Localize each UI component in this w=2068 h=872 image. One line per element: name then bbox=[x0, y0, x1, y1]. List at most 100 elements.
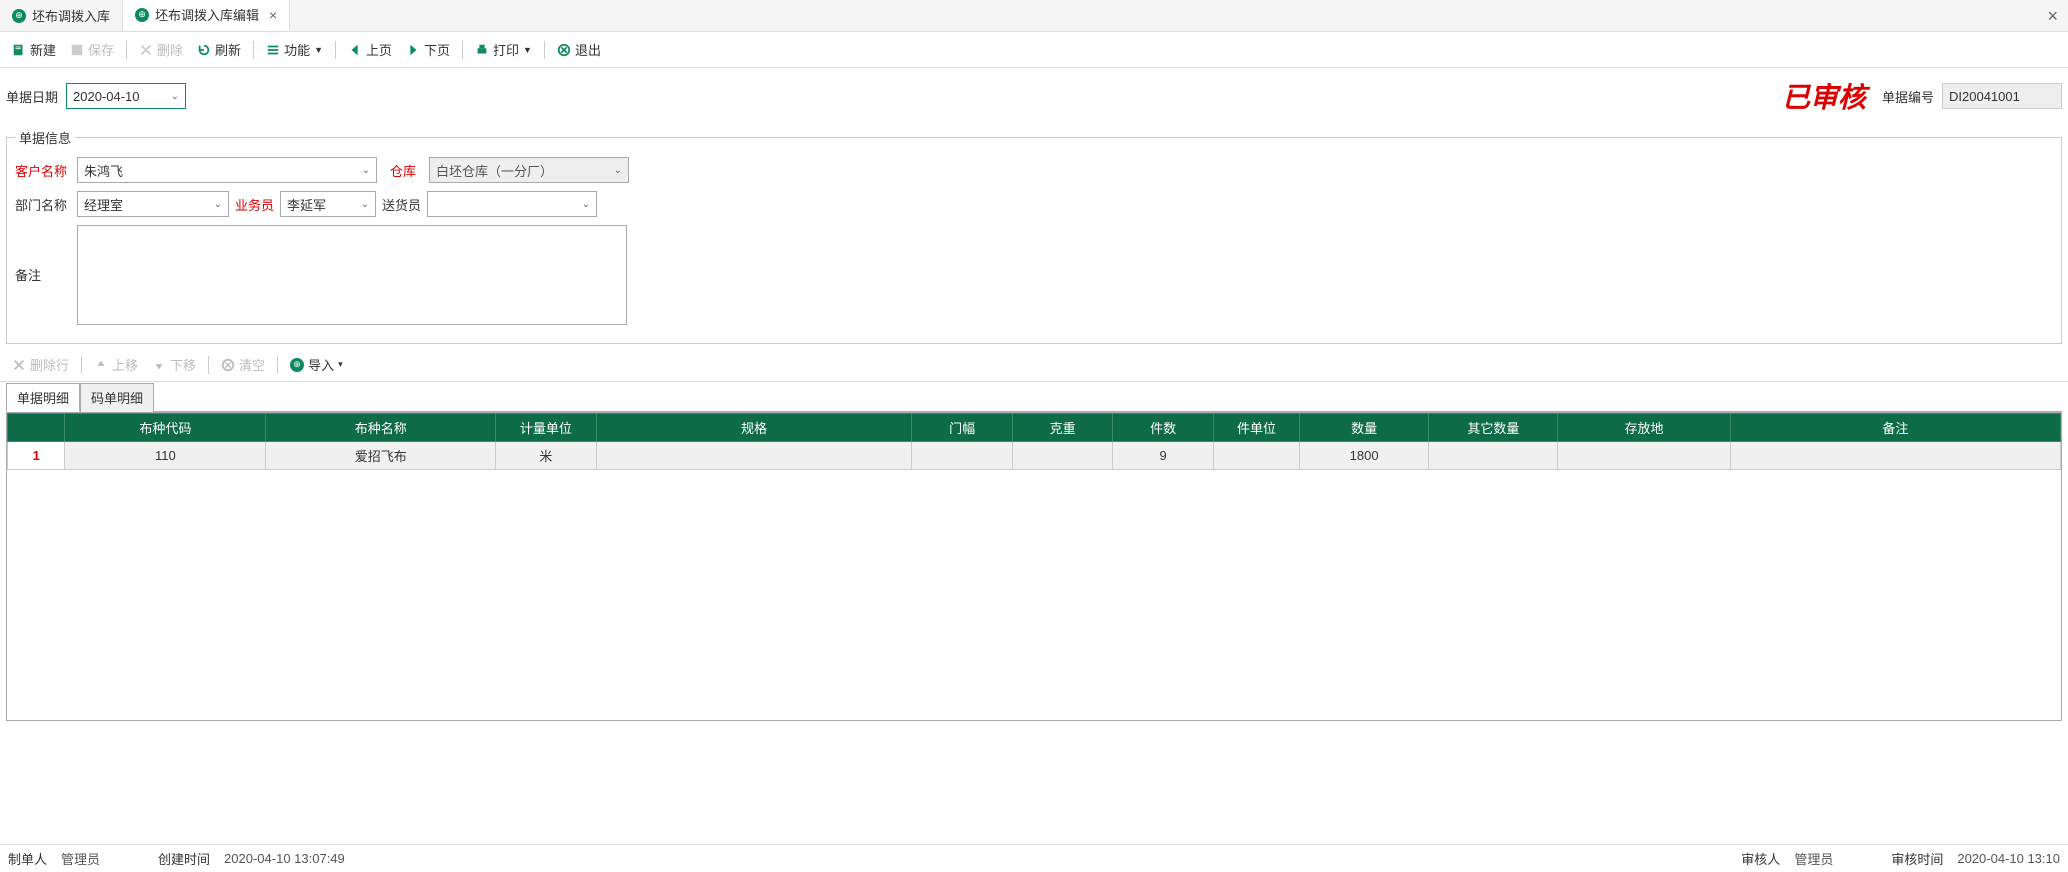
grid-header-cell[interactable]: 件单位 bbox=[1213, 414, 1299, 442]
remark-label: 备注 bbox=[15, 225, 71, 284]
prev-button[interactable]: 上页 bbox=[342, 37, 398, 62]
customer-combo[interactable]: 朱鸿飞 ⌄ bbox=[77, 157, 377, 183]
chevron-down-icon: ▾ bbox=[338, 359, 343, 370]
sales-combo[interactable]: 李延军 ⌄ bbox=[280, 191, 376, 217]
grid-cell[interactable]: 110 bbox=[65, 442, 266, 470]
functions-button[interactable]: 功能 ▼ bbox=[260, 37, 329, 62]
btn-label: 退出 bbox=[575, 40, 601, 59]
tab-label: 坯布调拨入库 bbox=[32, 6, 110, 25]
delivery-combo[interactable]: ⌄ bbox=[427, 191, 597, 217]
print-button[interactable]: 打印 ▼ bbox=[469, 37, 538, 62]
delete-icon bbox=[12, 358, 26, 372]
doc-info-fieldset: 单据信息 客户名称 朱鸿飞 ⌄ 仓库 白坯仓库（一分厂） ⌄ 部门名称 经理室 … bbox=[6, 128, 2062, 344]
tab-doc-detail[interactable]: 单据明细 bbox=[6, 383, 80, 412]
chevron-down-icon: ⌄ bbox=[361, 199, 369, 210]
tab-list[interactable]: ⊕ 坯布调拨入库 bbox=[0, 0, 123, 31]
grid-cell[interactable]: 爱招飞布 bbox=[266, 442, 496, 470]
btn-label: 删除行 bbox=[30, 355, 69, 374]
delivery-label: 送货员 bbox=[382, 195, 421, 214]
warehouse-combo: 白坯仓库（一分厂） ⌄ bbox=[429, 157, 629, 183]
btn-label: 导入 bbox=[308, 355, 334, 374]
btn-label: 新建 bbox=[30, 40, 56, 59]
grid-header-cell[interactable]: 计量单位 bbox=[496, 414, 596, 442]
tab-code-detail[interactable]: 码单明细 bbox=[80, 383, 154, 412]
dept-value: 经理室 bbox=[84, 195, 123, 214]
clear-button: 清空 bbox=[215, 352, 271, 377]
grid-header-cell[interactable]: 布种名称 bbox=[266, 414, 496, 442]
import-button[interactable]: ⊕ 导入 ▾ bbox=[284, 352, 349, 377]
warehouse-label: 仓库 bbox=[383, 161, 423, 180]
exit-button[interactable]: 退出 bbox=[551, 37, 607, 62]
close-all-icon[interactable]: × bbox=[2047, 6, 2058, 27]
grid-cell[interactable]: 9 bbox=[1113, 442, 1213, 470]
grid-cell[interactable] bbox=[1012, 442, 1112, 470]
grid-header-cell[interactable]: 门幅 bbox=[912, 414, 1012, 442]
customer-label: 客户名称 bbox=[15, 161, 71, 180]
grid-cell[interactable] bbox=[912, 442, 1012, 470]
close-icon[interactable]: × bbox=[269, 7, 277, 23]
btn-label: 功能 bbox=[284, 40, 310, 59]
audit-time-value: 2020-04-10 13:10 bbox=[1957, 851, 2060, 866]
delete-icon bbox=[139, 43, 153, 57]
grid-header-cell[interactable]: 克重 bbox=[1012, 414, 1112, 442]
grid-cell[interactable] bbox=[1730, 442, 2060, 470]
save-icon bbox=[70, 43, 84, 57]
detail-grid: 布种代码布种名称计量单位规格门幅克重件数件单位数量其它数量存放地备注 1110爱… bbox=[6, 412, 2062, 721]
btn-label: 上页 bbox=[366, 40, 392, 59]
grid-header-cell[interactable] bbox=[8, 414, 65, 442]
sales-value: 李延军 bbox=[287, 195, 326, 214]
save-button: 保存 bbox=[64, 37, 120, 62]
move-down-button: 下移 bbox=[146, 352, 202, 377]
refresh-icon bbox=[197, 43, 211, 57]
grid-header-cell[interactable]: 数量 bbox=[1300, 414, 1429, 442]
grid-cell[interactable] bbox=[596, 442, 912, 470]
date-value: 2020-04-10 bbox=[73, 89, 140, 104]
create-time-value: 2020-04-10 13:07:49 bbox=[224, 851, 345, 866]
grid-cell[interactable]: 1 bbox=[8, 442, 65, 470]
delete-row-button: 删除行 bbox=[6, 352, 75, 377]
auditor-label: 审核人 bbox=[1741, 849, 1780, 868]
grid-header-cell[interactable]: 其它数量 bbox=[1429, 414, 1558, 442]
grid-cell[interactable]: 1800 bbox=[1300, 442, 1429, 470]
btn-label: 清空 bbox=[239, 355, 265, 374]
grid-cell[interactable]: 米 bbox=[496, 442, 596, 470]
date-input[interactable]: 2020-04-10 ⌄ bbox=[66, 83, 186, 109]
grid-cell[interactable] bbox=[1429, 442, 1558, 470]
docno-field: DI20041001 bbox=[1942, 83, 2062, 109]
grid-header-cell[interactable]: 布种代码 bbox=[65, 414, 266, 442]
grid-header-cell[interactable]: 备注 bbox=[1730, 414, 2060, 442]
auditor-value: 管理员 bbox=[1794, 849, 1833, 868]
separator bbox=[544, 41, 545, 59]
table-row[interactable]: 1110爱招飞布米 9 1800 bbox=[8, 442, 2061, 470]
remark-textarea[interactable] bbox=[77, 225, 627, 325]
separator bbox=[335, 41, 336, 59]
grid-toolbar: 删除行 上移 下移 清空 ⊕ 导入 ▾ bbox=[0, 348, 2068, 382]
docno-value: DI20041001 bbox=[1949, 89, 2020, 104]
chevron-down-icon: ⌄ bbox=[582, 199, 590, 210]
separator bbox=[81, 356, 82, 374]
status-bar: 制单人 管理员 创建时间 2020-04-10 13:07:49 审核人 管理员… bbox=[0, 844, 2068, 872]
chevron-down-icon: ⌄ bbox=[362, 165, 370, 176]
exit-icon bbox=[557, 43, 571, 57]
grid-header-cell[interactable]: 规格 bbox=[596, 414, 912, 442]
chevron-down-icon: ⌄ bbox=[214, 199, 222, 210]
dept-combo[interactable]: 经理室 ⌄ bbox=[77, 191, 229, 217]
btn-label: 删除 bbox=[157, 40, 183, 59]
tab-label: 坯布调拨入库编辑 bbox=[155, 5, 259, 24]
next-button[interactable]: 下页 bbox=[400, 37, 456, 62]
grid-header-cell[interactable]: 件数 bbox=[1113, 414, 1213, 442]
refresh-button[interactable]: 刷新 bbox=[191, 37, 247, 62]
grid-header-cell[interactable]: 存放地 bbox=[1558, 414, 1730, 442]
grid-cell[interactable] bbox=[1213, 442, 1299, 470]
separator bbox=[253, 41, 254, 59]
btn-label: 下移 bbox=[170, 355, 196, 374]
separator bbox=[208, 356, 209, 374]
grid-empty-area[interactable] bbox=[7, 470, 2061, 720]
new-button[interactable]: 新建 bbox=[6, 37, 62, 62]
grid-cell[interactable] bbox=[1558, 442, 1730, 470]
clear-icon bbox=[221, 358, 235, 372]
tab-edit[interactable]: ⊕ 坯布调拨入库编辑 × bbox=[123, 0, 290, 31]
creator-value: 管理员 bbox=[61, 849, 100, 868]
btn-label: 刷新 bbox=[215, 40, 241, 59]
sales-label: 业务员 bbox=[235, 195, 274, 214]
